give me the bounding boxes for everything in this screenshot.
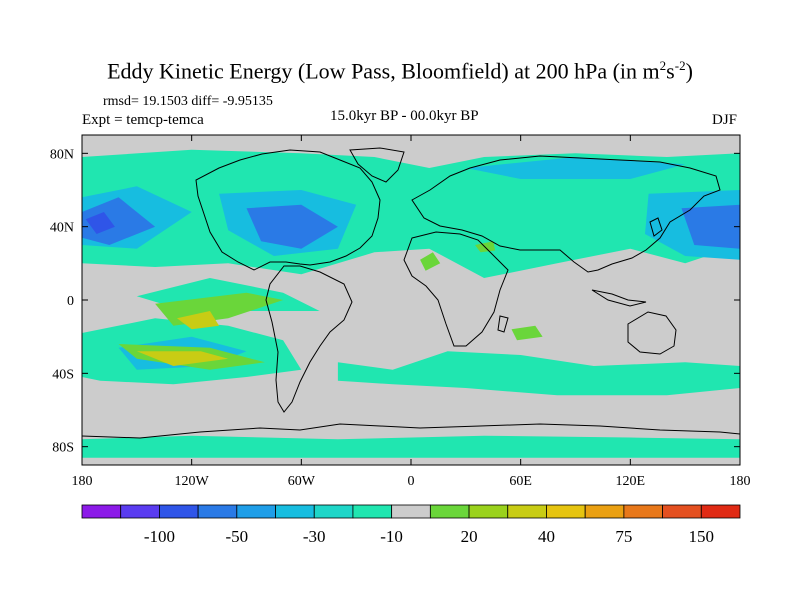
- colorbar-box: [584, 504, 625, 519]
- colorbar-label: -10: [380, 527, 403, 546]
- colorbar-label: -50: [225, 527, 248, 546]
- colorbar-box: [120, 504, 160, 519]
- x-tick-label: 120E: [616, 474, 646, 489]
- colorbar-box: [429, 504, 470, 519]
- negative-anomaly-region-8: [465, 157, 686, 179]
- x-tick-label: 180: [72, 474, 93, 489]
- x-tick-label: 60W: [288, 474, 316, 489]
- colorbar-box: [81, 504, 122, 519]
- stats-text: rmsd= 19.1503 diff= -9.95135: [103, 94, 273, 109]
- positive-anomaly-region-1: [177, 311, 220, 330]
- colorbar-box: [507, 504, 547, 519]
- colorbar-label: -100: [144, 527, 175, 546]
- colorbar-label: -30: [303, 527, 326, 546]
- colorbar-box: [352, 504, 393, 519]
- colorbar-box: [662, 504, 702, 519]
- coastline-south-america: [265, 265, 353, 413]
- colorbar-label: 20: [461, 527, 478, 546]
- colorbar-box: [468, 504, 509, 519]
- colorbar-box: [197, 504, 238, 519]
- coastline-eurasia: [411, 155, 721, 273]
- colorbar-box: [546, 504, 586, 519]
- coastline-australia: [627, 311, 677, 355]
- negative-anomaly-region-4: [82, 435, 740, 458]
- positive-anomaly-region-3: [136, 351, 229, 366]
- coastline-madagascar: [497, 315, 509, 333]
- coastline-indonesia: [591, 289, 647, 307]
- colorbar-box: [313, 504, 354, 519]
- y-tick-label: 0: [67, 294, 74, 309]
- coastline-japan: [649, 217, 663, 237]
- coastline-africa: [403, 231, 509, 347]
- x-tick-label: 180: [730, 474, 751, 489]
- experiment-label: Expt = temcp-temca: [82, 112, 204, 128]
- colorbar-box: [623, 504, 663, 519]
- y-tick-label: 80N: [50, 147, 74, 162]
- coastline-north-america: [195, 149, 381, 271]
- colorbar-box: [236, 504, 276, 519]
- field-layer: [82, 149, 740, 458]
- negative-anomaly-region-11: [246, 204, 338, 249]
- x-tick-label: 120W: [175, 474, 210, 489]
- colorbar-box: [391, 504, 431, 519]
- x-tick-label: 0: [408, 474, 415, 489]
- negative-anomaly-region-0: [82, 149, 740, 278]
- coastline-greenland: [349, 147, 405, 183]
- period-label: 15.0kyr BP - 00.0kyr BP: [330, 108, 479, 124]
- y-tick-label: 80S: [52, 441, 74, 456]
- negative-anomaly-region-10: [82, 197, 156, 245]
- coastline-layer: [82, 147, 740, 439]
- y-tick-label: 40N: [50, 221, 74, 236]
- positive-anomaly-region-5: [511, 325, 543, 341]
- negative-anomaly-region-3: [337, 351, 740, 396]
- negative-anomaly-region-12: [681, 204, 740, 249]
- axes-layer: 80N 40N 0 40S 80S 180 120W 60W 0 60E 120E 180: [50, 135, 751, 489]
- colorbar-box: [700, 504, 741, 519]
- coastline-antarctica: [82, 423, 740, 439]
- negative-anomaly-region-13: [85, 212, 115, 234]
- chart-title: Eddy Kinetic Energy (Low Pass, Bloomfiel…: [107, 58, 693, 84]
- colorbar-label: 75: [615, 527, 632, 546]
- colorbar: -100 -50 -30 -10 20 40 75 150: [81, 504, 741, 546]
- positive-anomaly-region-4: [420, 252, 441, 271]
- season-label: DJF: [712, 112, 738, 128]
- colorbar-box: [159, 504, 199, 519]
- colorbar-label: 150: [689, 527, 715, 546]
- x-tick-label: 60E: [509, 474, 532, 489]
- colorbar-label: 40: [538, 527, 555, 546]
- y-tick-label: 40S: [52, 367, 74, 382]
- colorbar-box: [275, 504, 315, 519]
